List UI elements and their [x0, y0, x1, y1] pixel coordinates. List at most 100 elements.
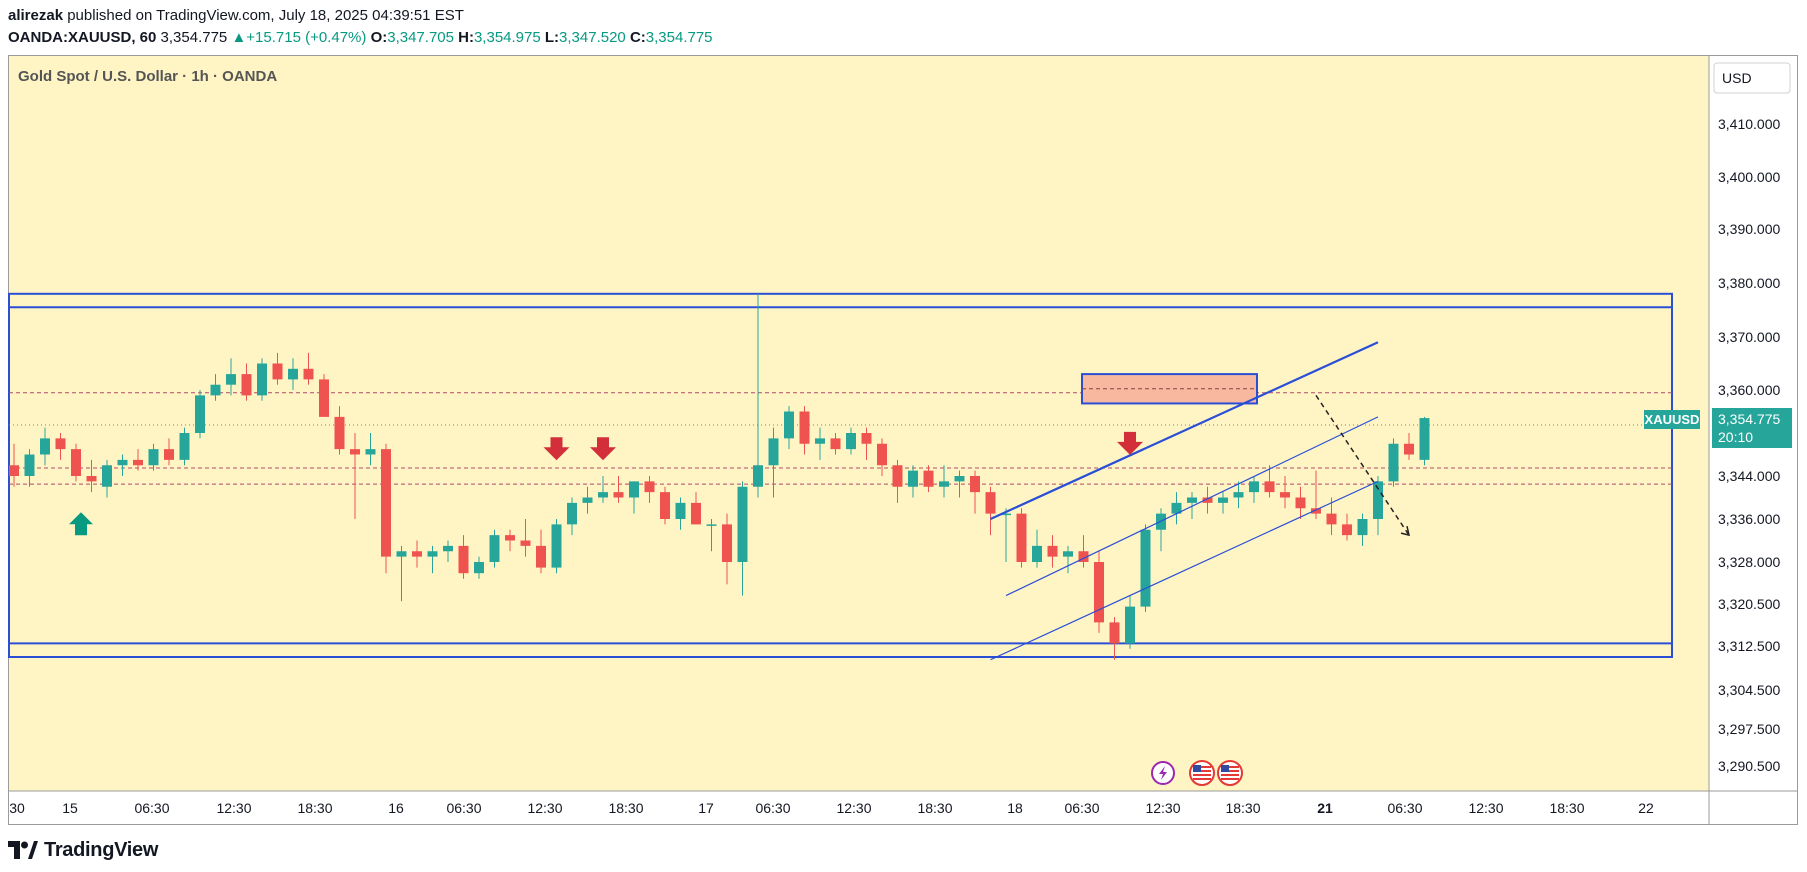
flag-stripe	[1221, 778, 1239, 780]
flag-stripe	[1193, 778, 1211, 780]
candle	[1249, 476, 1259, 503]
candle	[1109, 617, 1120, 660]
time-tick-label: 17	[698, 800, 714, 816]
candle	[1218, 492, 1228, 514]
close-value: 3,354.775	[645, 29, 713, 46]
candle	[9, 443, 19, 487]
candle-body	[1078, 551, 1089, 562]
candle-body	[1419, 418, 1430, 460]
time-tick-label: 06:30	[1064, 800, 1099, 816]
candle	[1419, 416, 1430, 466]
candle	[226, 358, 236, 396]
price-tick-label: 3,297.500	[1718, 721, 1780, 737]
candle	[1280, 476, 1290, 509]
candle	[1094, 551, 1104, 633]
candle-body	[396, 551, 407, 557]
candle-body	[1388, 443, 1399, 482]
candle-body	[706, 524, 717, 526]
flag-canton	[1193, 765, 1201, 772]
candle	[334, 406, 345, 455]
change-value: +15.715 (+0.47%)	[246, 29, 367, 46]
flag-stripe	[1193, 766, 1211, 768]
candle	[846, 427, 856, 455]
flag-stripe	[1221, 766, 1239, 768]
candle	[830, 433, 841, 455]
us-flag-event-icon	[1217, 760, 1243, 786]
candle-body	[489, 535, 500, 562]
time-tick-label: 12:30	[1468, 800, 1503, 816]
candle-body	[257, 363, 267, 396]
candle	[148, 443, 159, 471]
last-price: 3,354.775	[160, 29, 228, 46]
candle-body	[350, 449, 360, 455]
candle	[892, 459, 903, 503]
candle-body	[520, 540, 531, 546]
candle-body	[923, 470, 934, 487]
candle	[1326, 497, 1337, 536]
time-tick-label: 06:30	[134, 800, 169, 816]
candle-body	[629, 481, 639, 498]
author-name[interactable]: alirezak	[8, 7, 64, 24]
candle-body	[458, 545, 469, 574]
candle	[164, 438, 174, 466]
candle-body	[474, 562, 484, 574]
candle-body	[799, 411, 810, 444]
candle	[1016, 508, 1027, 568]
tradingview-logo-icon	[8, 841, 38, 859]
candle	[1264, 465, 1275, 498]
close-label: C:	[629, 29, 646, 46]
candle-body	[9, 465, 19, 476]
candle-body	[1202, 497, 1213, 503]
candle-body	[40, 438, 50, 455]
candle-body	[365, 449, 376, 455]
candle-body	[939, 481, 949, 487]
channel-lower-line	[990, 480, 1379, 661]
time-tick-label: 15	[62, 800, 78, 816]
candle-body	[1109, 622, 1120, 644]
candle	[1171, 492, 1182, 525]
candle	[458, 535, 469, 579]
candle	[210, 374, 221, 401]
candle	[799, 406, 810, 455]
candle-body	[861, 433, 872, 444]
candle	[71, 443, 81, 482]
channel-upper-line	[990, 341, 1379, 521]
candle	[241, 363, 252, 401]
candle-body	[567, 502, 577, 525]
candle	[443, 540, 453, 562]
candle-body	[1295, 497, 1306, 509]
candle-body	[319, 379, 329, 417]
candle-body	[675, 502, 686, 519]
candle	[412, 540, 422, 568]
candle-body	[117, 459, 128, 466]
candle-body	[1125, 606, 1135, 644]
candle-body	[381, 449, 391, 557]
price-tick-label: 3,290.500	[1718, 758, 1780, 774]
candle-body	[1373, 481, 1383, 519]
chart-title: Gold Spot / U.S. Dollar · 1h · OANDA	[18, 68, 277, 85]
candle-body	[179, 433, 190, 460]
time-tick-label: 18:30	[1225, 800, 1260, 816]
tradingview-logo[interactable]: TradingView	[8, 838, 158, 862]
candle-body	[846, 433, 856, 450]
currency-button[interactable]	[1713, 62, 1791, 94]
candle-body	[505, 535, 515, 541]
price-tick-label: 3,380.000	[1718, 275, 1780, 291]
candle	[179, 427, 190, 466]
candle	[923, 465, 934, 493]
candle-body	[722, 524, 732, 562]
candle-body	[1404, 443, 1414, 455]
candle-body	[412, 551, 422, 557]
time-tick-label: 22	[1638, 800, 1654, 816]
candle	[303, 352, 314, 385]
low-value: 3,347.520	[559, 29, 626, 46]
candle-body	[784, 411, 794, 439]
candle	[691, 492, 701, 525]
candle	[1233, 481, 1244, 509]
candle	[985, 486, 996, 536]
time-tick-label: 12:30	[216, 800, 251, 816]
candle-body	[1047, 545, 1058, 557]
candle-body	[226, 374, 236, 385]
ohlc-legend: OANDA:XAUUSD, 60 3,354.775 ▲+15.715 (+0.…	[8, 29, 713, 46]
